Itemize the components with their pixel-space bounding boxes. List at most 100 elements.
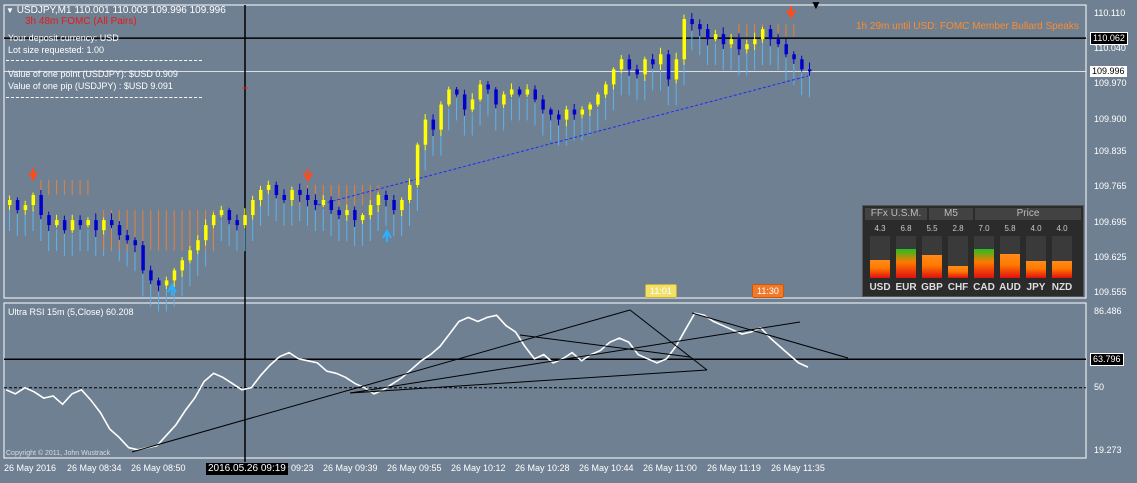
candle-body xyxy=(658,54,663,65)
candle-body xyxy=(462,94,467,110)
candle-body xyxy=(580,109,585,115)
strength-value: 5.8 xyxy=(1004,224,1016,233)
strength-bar-track xyxy=(1026,236,1046,278)
strength-bar-track xyxy=(896,236,916,278)
currency-code: USD xyxy=(869,282,891,293)
candle-body xyxy=(651,59,655,65)
info-divider xyxy=(6,97,202,98)
time-tick-label: 26 May 09:55 xyxy=(387,463,442,473)
price-tick-label: 109.900 xyxy=(1094,113,1127,124)
currency-code: NZD xyxy=(1051,282,1073,293)
candle-body xyxy=(706,29,710,40)
time-tick-label: 26 May 2016 xyxy=(4,463,57,473)
candle-body xyxy=(313,199,318,206)
candle-body xyxy=(525,89,530,95)
sell-arrow xyxy=(786,6,796,20)
dropdown-triangle-icon[interactable]: ▼ xyxy=(6,6,14,15)
signal-arrows xyxy=(28,6,796,296)
price-tick-label: 109.970 xyxy=(1094,78,1127,89)
strength-bar-fill xyxy=(1052,261,1072,278)
candle-body xyxy=(729,39,734,45)
strength-column: 4.0 xyxy=(1025,224,1047,280)
time-tick-label: 26 May 10:12 xyxy=(451,463,506,473)
strength-bar-fill xyxy=(922,255,942,278)
rsi-tick-label: 86.486 xyxy=(1094,306,1122,317)
candle-body xyxy=(698,24,702,30)
candle-body xyxy=(86,220,90,226)
strength-value: 4.0 xyxy=(1056,224,1068,233)
candle-body xyxy=(39,194,43,216)
candle-body xyxy=(502,94,506,105)
time-tick-label: 26 May 10:44 xyxy=(579,463,634,473)
strength-bar-track xyxy=(1000,236,1020,278)
candle-body xyxy=(368,205,373,216)
candle-body xyxy=(149,270,153,281)
shift-marker-icon[interactable]: ▼ xyxy=(810,0,822,12)
buy-arrow xyxy=(382,228,392,242)
price-tick-label: 109.555 xyxy=(1094,286,1127,297)
time-tick-label: 26 May 10:28 xyxy=(515,463,570,473)
currency-code: GBP xyxy=(921,282,943,293)
strength-value: 5.5 xyxy=(926,224,938,233)
rsi-title: Ultra RSI 15m (5,Close) 60.208 xyxy=(8,307,134,317)
time-tick-label: 26 May 11:35 xyxy=(771,463,825,473)
candle-body xyxy=(102,220,106,231)
price-tick-label: 109.625 xyxy=(1094,251,1127,262)
rsi-tick-label: 50 xyxy=(1094,381,1105,392)
candle-body xyxy=(666,54,671,80)
event-ticker: 1h 29m until USD: FOMC Member Bullard Sp… xyxy=(856,21,1079,32)
time-badge-first[interactable]: 11:01 xyxy=(645,284,677,298)
rsi-trendline xyxy=(349,369,708,394)
candle-body xyxy=(415,144,420,185)
currency-strength-monitor[interactable]: FFx U.S.M. M5 Price 4.3 6.8 5.5 2.8 7.0 5.8 4.… xyxy=(862,205,1084,297)
rsi-trendline xyxy=(349,321,801,394)
candle-body xyxy=(274,184,279,195)
strength-value: 4.3 xyxy=(874,224,886,233)
time-tick-label: 26 May 11:19 xyxy=(707,463,761,473)
time-badge-second[interactable]: 11:30 xyxy=(752,284,784,298)
candle-body xyxy=(604,84,608,95)
candle-body xyxy=(745,44,749,50)
candle-body xyxy=(533,89,537,100)
strength-bar-fill xyxy=(896,249,916,278)
candle-body xyxy=(117,225,122,236)
price-candles xyxy=(8,13,812,292)
price-tick-label: 109.765 xyxy=(1094,181,1127,192)
symbol-header[interactable]: ▼ USDJPY,M1 110.001 110.003 109.996 109.… xyxy=(6,5,226,16)
rsi-trendline xyxy=(691,312,849,359)
candle-body xyxy=(133,240,137,246)
candle-body xyxy=(227,210,232,221)
candle-body xyxy=(455,89,459,95)
candle-body xyxy=(549,109,553,115)
time-tick-label: 26 May 08:50 xyxy=(131,463,186,473)
candle-body xyxy=(627,59,632,70)
currency-code: CHF xyxy=(947,282,969,293)
rsi-hline-label: 63.796 xyxy=(1090,353,1124,367)
candle-body xyxy=(619,59,624,70)
candle-body xyxy=(713,34,718,40)
candle-body xyxy=(509,89,514,95)
price-pane-border xyxy=(3,4,1087,299)
lot-size-text: Lot size requested: 1.00 xyxy=(8,45,105,55)
candle-body xyxy=(486,84,490,90)
indicator-bands xyxy=(9,24,810,312)
candle-body xyxy=(800,59,804,70)
candle-body xyxy=(360,215,365,221)
candle-body xyxy=(306,194,310,200)
candle-body xyxy=(808,69,812,72)
candle-body xyxy=(635,69,639,75)
candle-body xyxy=(172,270,177,281)
strength-value: 6.8 xyxy=(900,224,912,233)
copyright-text: Copyright © 2011, John Wustrack xyxy=(6,450,111,457)
candle-body xyxy=(235,220,239,226)
strength-bar-track xyxy=(1052,236,1072,278)
candle-body xyxy=(674,59,679,80)
strength-column: 5.8 xyxy=(999,224,1021,280)
strength-column: 6.8 xyxy=(895,224,917,280)
rsi-tick-label: 19.273 xyxy=(1094,445,1122,456)
currency-code: JPY xyxy=(1026,282,1046,293)
candle-body xyxy=(572,109,577,115)
candle-body xyxy=(337,210,341,216)
candle-body xyxy=(31,194,36,206)
